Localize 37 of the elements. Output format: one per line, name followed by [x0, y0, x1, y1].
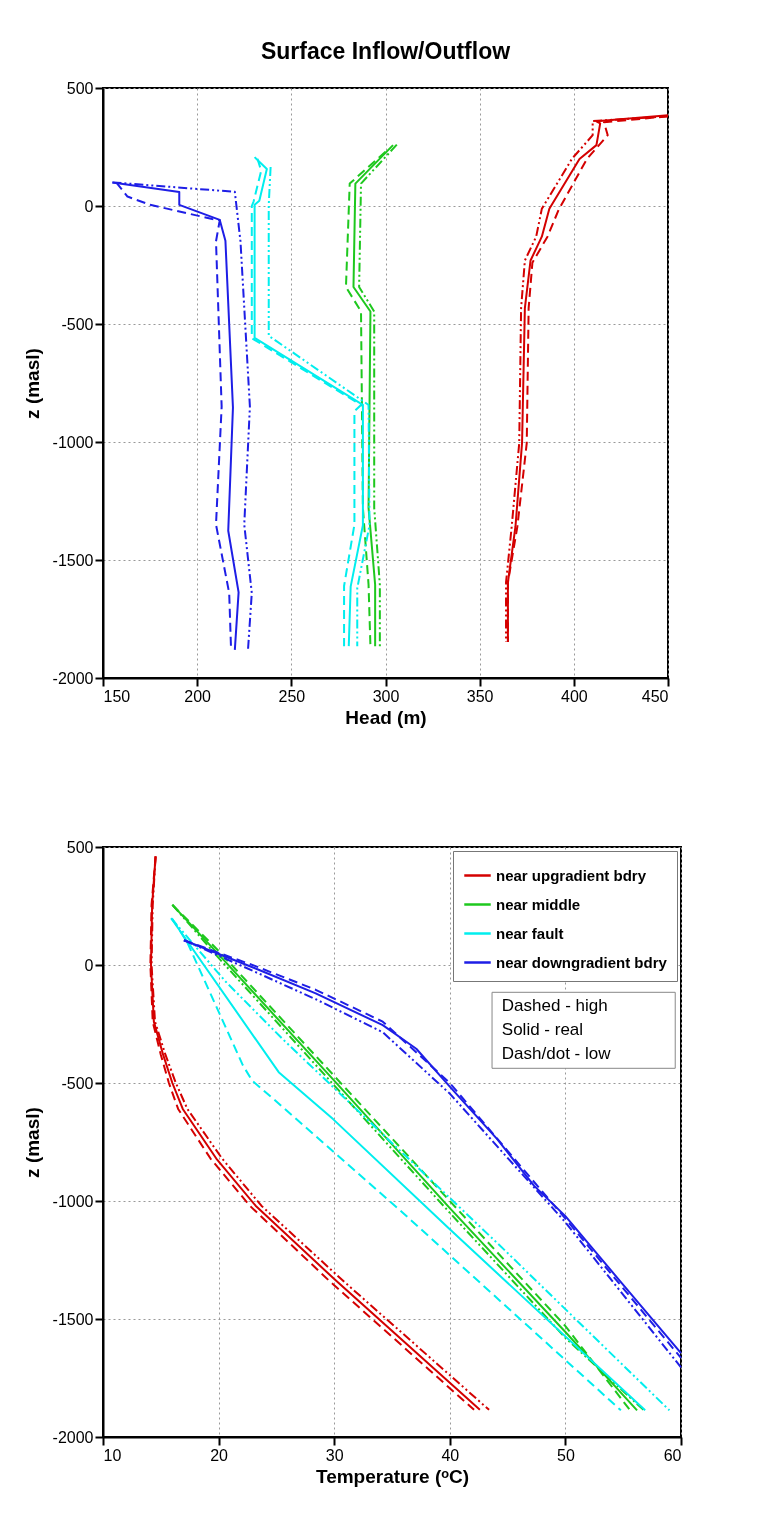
y-tick-label: -1500 — [52, 1310, 94, 1328]
annotation: Dash/dot - low — [501, 1044, 612, 1064]
x-tick-label: 350 — [466, 687, 494, 705]
annotation: Solid - real — [501, 1020, 584, 1040]
x-tick-label: 10 — [103, 1446, 122, 1464]
y-tick-label: 500 — [66, 838, 94, 856]
x-tick-label: 40 — [441, 1446, 460, 1464]
y-tick-label: -1000 — [52, 433, 94, 451]
y-tick-label: -1500 — [52, 551, 94, 569]
y-tick-label: 0 — [84, 956, 94, 974]
y-tick-label: 500 — [66, 79, 94, 97]
chart-title: Surface Inflow/Outflow — [260, 38, 511, 64]
x-tick-label: 30 — [325, 1446, 344, 1464]
y-axis-title: z (masl) — [21, 348, 43, 419]
legend-label: near upgradient bdry — [496, 866, 647, 884]
x-tick-label: 200 — [184, 687, 212, 705]
legend-label: near middle — [496, 895, 581, 913]
y-tick-label: -500 — [61, 1074, 94, 1092]
y-tick-label: 0 — [84, 197, 94, 215]
x-tick-label: 400 — [560, 687, 588, 705]
x-tick-label: 60 — [663, 1446, 682, 1464]
legend-label: near fault — [496, 924, 564, 942]
y-axis-title: z (masl) — [21, 1107, 43, 1178]
y-tick-label: -500 — [61, 315, 94, 333]
x-tick-label: 50 — [557, 1446, 575, 1464]
x-tick-label: 300 — [372, 687, 400, 705]
x-axis-title: Temperature (ᵒC) — [315, 1465, 470, 1487]
annotation: Dashed - high — [501, 996, 608, 1016]
legend-label: near downgradient bdry — [496, 953, 668, 971]
x-tick-label: 250 — [278, 687, 306, 705]
y-tick-label: -2000 — [52, 669, 94, 687]
y-tick-label: -1000 — [52, 1192, 94, 1210]
y-tick-label: -2000 — [52, 1428, 94, 1446]
x-tick-label: 20 — [210, 1446, 229, 1464]
x-tick-label: 450 — [641, 687, 669, 705]
x-tick-label: 150 — [103, 687, 131, 705]
x-axis-title: Head (m) — [345, 706, 427, 728]
